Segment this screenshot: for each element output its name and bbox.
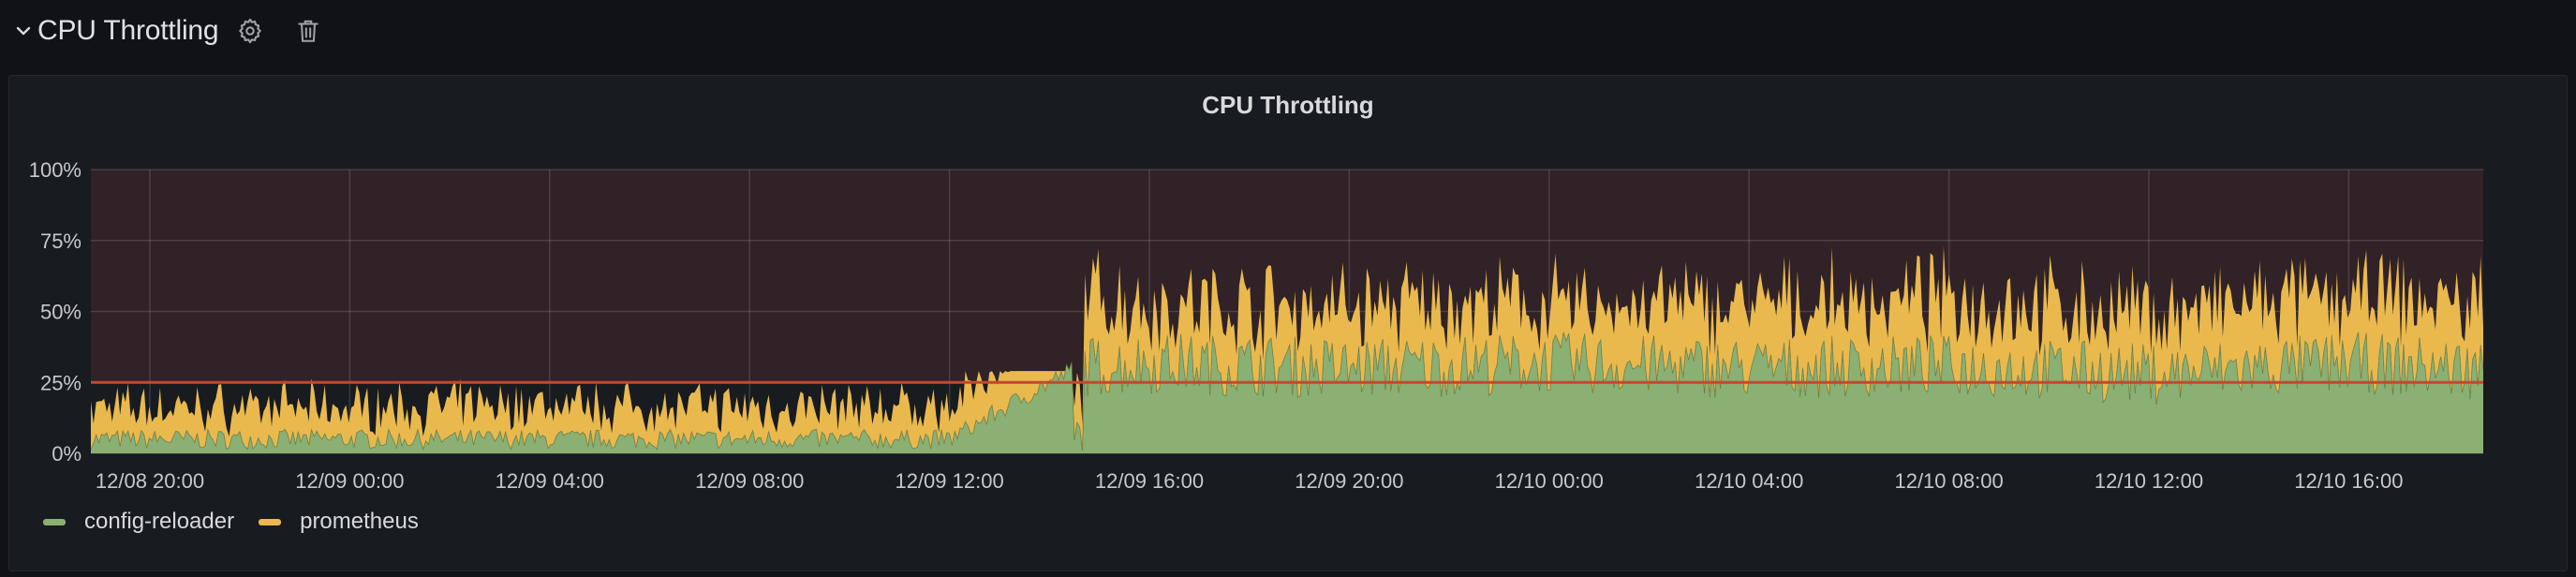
chevron-down-icon[interactable]: [11, 19, 36, 43]
series-area-config-reloader[interactable]: [91, 332, 2483, 453]
trash-icon[interactable]: [289, 12, 327, 50]
series-area-prometheus[interactable]: [91, 245, 2483, 451]
row-title[interactable]: CPU Throttling: [37, 15, 219, 46]
legend-item-prometheus[interactable]: prometheus: [259, 509, 419, 535]
x-tick-label: 12/09 00:00: [295, 469, 404, 493]
y-tick-label: 100%: [29, 158, 81, 182]
x-tick-label: 12/09 16:00: [1095, 469, 1204, 493]
legend-label: config-reloader: [84, 509, 235, 534]
x-tick-label: 12/10 08:00: [1894, 469, 2003, 493]
panel-title[interactable]: CPU Throttling: [1202, 91, 1374, 119]
x-tick-label: 12/10 04:00: [1695, 469, 1803, 493]
legend: config-reloader prometheus: [43, 509, 443, 535]
legend-item-config-reloader[interactable]: config-reloader: [43, 509, 234, 535]
y-tick-label: 25%: [40, 371, 81, 394]
legend-swatch: [43, 518, 66, 525]
x-tick-label: 12/10 16:00: [2294, 469, 2403, 493]
x-tick-label: 12/09 04:00: [496, 469, 604, 493]
legend-swatch: [259, 518, 282, 525]
cpu-throttling-chart[interactable]: 0% 25% 50% 75% 100% 12/08 20:00 12/09 00:00 12/…: [9, 76, 2567, 497]
row-header: CPU Throttling: [11, 7, 327, 54]
gear-icon[interactable]: [231, 12, 269, 50]
legend-label: prometheus: [300, 509, 419, 534]
x-tick-label: 12/09 20:00: [1295, 469, 1403, 493]
x-tick-label: 12/10 00:00: [1495, 469, 1604, 493]
y-tick-label: 0%: [52, 442, 81, 466]
x-tick-label: 12/10 12:00: [2095, 469, 2203, 493]
y-tick-label: 75%: [40, 229, 81, 253]
x-tick-label: 12/09 08:00: [695, 469, 804, 493]
x-tick-label: 12/09 12:00: [895, 469, 1003, 493]
series-line-config-reloader: [90, 332, 2484, 451]
y-tick-label: 50%: [40, 301, 81, 324]
cpu-throttling-panel: CPU Throttling 0% 25% 50% 75% 100% 12/08 20:0…: [8, 75, 2568, 571]
x-tick-label: 12/08 20:00: [96, 469, 204, 493]
